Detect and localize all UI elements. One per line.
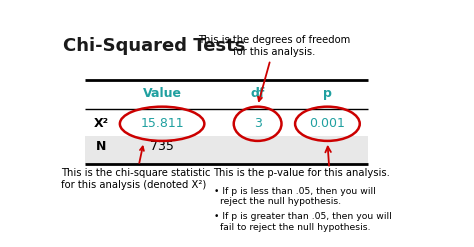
Text: • If p is less than .05, then you will
  reject the null hypothesis.: • If p is less than .05, then you will r… xyxy=(213,186,375,206)
Text: Value: Value xyxy=(143,87,182,100)
Text: 15.811: 15.811 xyxy=(140,117,184,130)
Text: • If p is greater than .05, then you will
  fail to reject the null hypothesis.: • If p is greater than .05, then you wil… xyxy=(213,212,392,232)
Text: This is the p-value for this analysis.: This is the p-value for this analysis. xyxy=(213,168,391,179)
Text: df: df xyxy=(250,87,265,100)
Text: N: N xyxy=(96,140,107,153)
Text: 0.001: 0.001 xyxy=(310,117,346,130)
Text: 735: 735 xyxy=(150,140,174,153)
Text: Chi-Squared Tests: Chi-Squared Tests xyxy=(63,37,246,55)
Bar xyxy=(85,136,368,164)
Text: p: p xyxy=(323,87,332,100)
Text: This is the chi-square statistic
for this analysis (denoted X²): This is the chi-square statistic for thi… xyxy=(61,146,210,190)
Text: This is the degrees of freedom
for this analysis.: This is the degrees of freedom for this … xyxy=(198,35,350,101)
Text: X²: X² xyxy=(94,117,109,130)
Text: 3: 3 xyxy=(254,117,262,130)
